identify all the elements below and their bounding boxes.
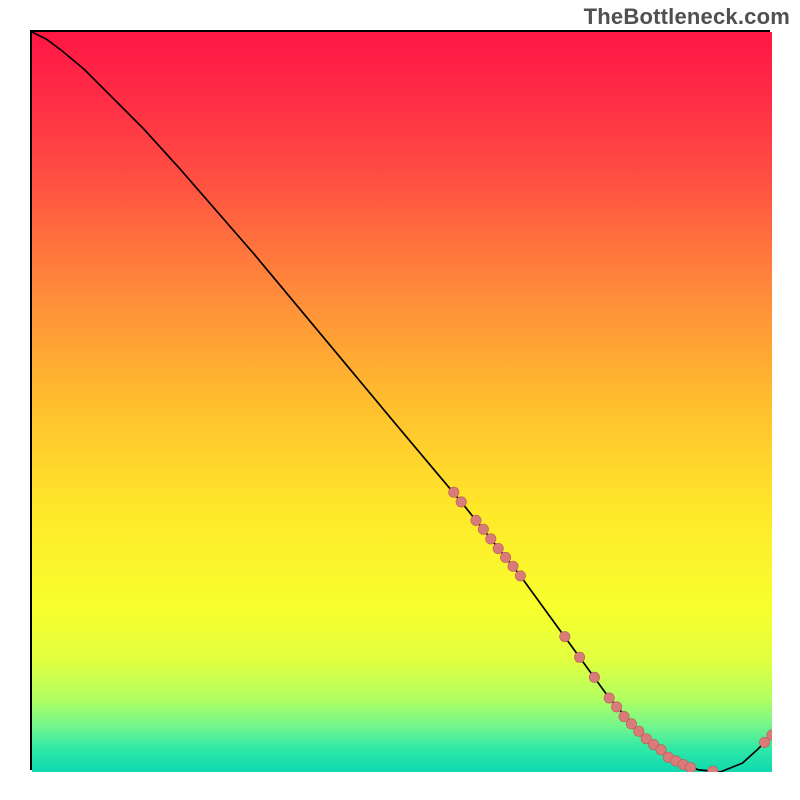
scatter-point xyxy=(685,762,695,772)
scatter-point xyxy=(574,652,584,662)
scatter-point xyxy=(456,497,466,507)
scatter-point xyxy=(508,561,518,571)
plot-svg xyxy=(32,32,772,772)
scatter-point xyxy=(560,631,570,641)
scatter-point xyxy=(500,552,510,562)
scatter-point xyxy=(604,693,614,703)
watermark-text: TheBottleneck.com xyxy=(584,4,790,30)
scatter-point xyxy=(493,543,503,553)
scatter-point xyxy=(449,487,459,497)
chart-container: TheBottleneck.com xyxy=(0,0,800,800)
plot-area xyxy=(30,30,770,770)
scatter-point xyxy=(589,672,599,682)
scatter-point xyxy=(471,515,481,525)
scatter-point xyxy=(611,702,621,712)
chart-background xyxy=(32,32,772,772)
scatter-point xyxy=(515,571,525,581)
scatter-point xyxy=(486,534,496,544)
scatter-point xyxy=(478,524,488,534)
